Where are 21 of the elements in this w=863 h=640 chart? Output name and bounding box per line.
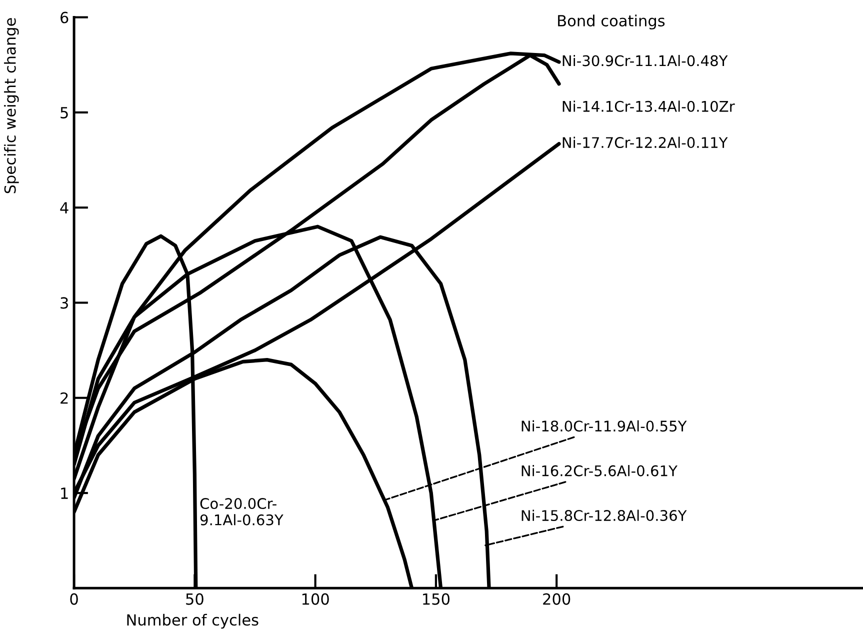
y-tick-label: 1	[61, 488, 68, 499]
series-label: Co-20.0Cr- 9.1Al-0.63Y	[200, 498, 284, 526]
y-tick-label: 5	[60, 107, 68, 118]
series-label: Ni-17.7Cr-12.2Al-0.11Y	[562, 136, 728, 148]
y-tick-label: 4	[60, 202, 68, 214]
series-label: Ni-30.9Cr-11.1Al-0.48Y	[562, 54, 728, 66]
x-tick-label: 0	[70, 593, 78, 605]
text: Ni-18.0Cr-11.9Al-0.55Y	[522, 420, 687, 432]
y-axis-title: Specific weight change	[4, 18, 19, 194]
legend-title: Bond coatings	[558, 14, 665, 30]
text: Ni-16.2Cr-5.6Al-0.61Y	[522, 465, 678, 476]
series-label: Ni-14.1Cr-13.4Al-0.10Zr	[562, 100, 735, 112]
y-tick-label: 2	[60, 392, 68, 404]
x-tick-label: 50	[186, 593, 204, 605]
text: Ni-15.8Cr-12.8Al-0.36Y	[522, 510, 687, 522]
y-tick-label: 6	[60, 12, 68, 24]
x-tick-label: 200	[543, 593, 570, 605]
x-tick-label: 150	[423, 593, 450, 605]
y-tick-label: 3	[60, 297, 68, 309]
x-axis-title: Number of cycles	[127, 614, 258, 629]
x-tick-label: 100	[302, 593, 329, 605]
